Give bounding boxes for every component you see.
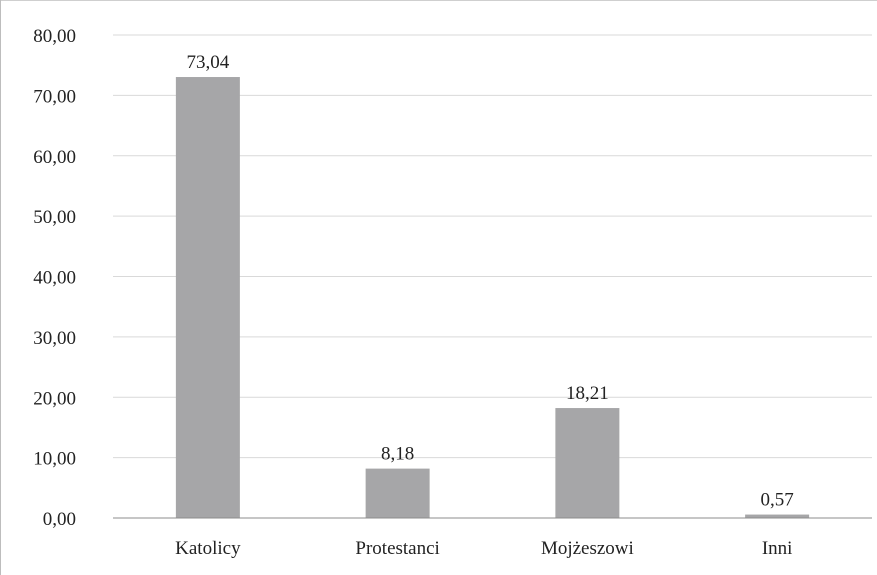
y-tick-label: 0,00 — [43, 509, 76, 530]
frame-top-border — [0, 0, 877, 1]
y-tick-label: 70,00 — [33, 86, 76, 107]
x-axis-tick-labels: Katolicy Protestanci Mojżeszowi Inni — [175, 538, 792, 559]
bar-mojżeszowi — [555, 408, 620, 518]
x-tick-label: Protestanci — [355, 538, 439, 559]
y-tick-label: 40,00 — [33, 268, 76, 289]
y-tick-label: 20,00 — [33, 388, 76, 409]
y-tick-label: 60,00 — [33, 147, 76, 168]
y-tick-label: 50,00 — [33, 207, 76, 228]
x-tick-label: Mojżeszowi — [541, 538, 634, 559]
data-label: 0,57 — [761, 490, 794, 511]
x-tick-label: Inni — [762, 538, 793, 559]
data-labels: 73,04 8,18 18,21 0,57 — [187, 52, 794, 511]
bar-protestanci — [365, 468, 430, 518]
bars — [175, 77, 810, 518]
y-tick-label: 80,00 — [33, 26, 76, 47]
data-label: 8,18 — [381, 444, 414, 465]
y-axis-tick-labels: 0,00 10,00 20,00 30,00 40,00 50,00 60,00 70,00 8… — [33, 26, 76, 530]
y-tick-label: 30,00 — [33, 328, 76, 349]
data-label: 73,04 — [187, 52, 230, 73]
bar-katolicy — [175, 77, 240, 518]
frame-left-border — [0, 0, 1, 575]
x-tick-label: Katolicy — [175, 538, 241, 559]
y-tick-label: 10,00 — [33, 449, 76, 470]
gridlines — [113, 34, 872, 459]
bar-inni — [745, 514, 810, 518]
data-label: 18,21 — [566, 383, 609, 404]
